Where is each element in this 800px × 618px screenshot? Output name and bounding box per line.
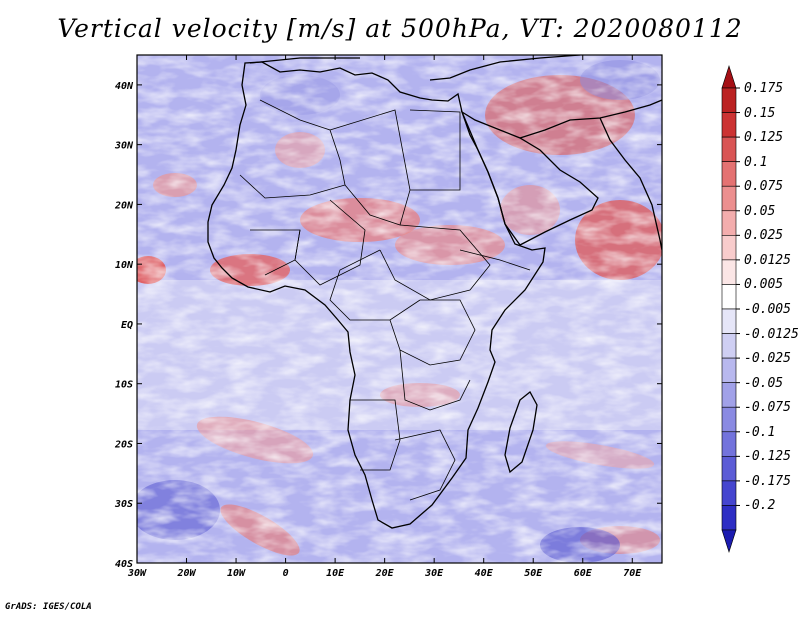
country-borders [239, 99, 531, 501]
colorbar-swatch [721, 112, 737, 138]
x-tick-label: 0 [283, 568, 289, 579]
colorbar-swatch [721, 431, 737, 457]
x-tick-label: 20W [176, 568, 196, 579]
x-tick-label: 50E [524, 568, 543, 579]
x-tick-label: 10W [227, 568, 246, 579]
velocity-field [137, 55, 662, 563]
y-tick-label: 40N [115, 81, 134, 92]
colorbar-label: 0.15 [744, 105, 776, 121]
x-tick-label: 40E [475, 568, 494, 579]
colorbar-swatch [721, 235, 737, 261]
colorbar-swatch [721, 284, 737, 310]
colorbar-swatch [721, 333, 737, 359]
y-tick-label: EQ [121, 320, 133, 331]
colorbar-arrow-top [721, 65, 737, 89]
colorbar-swatch [721, 357, 737, 383]
colorbar-label: 0.075 [744, 179, 784, 195]
colorbar-label: -0.1 [744, 424, 776, 440]
coastlines [207, 55, 662, 529]
colorbar-label: -0.025 [744, 351, 791, 367]
x-tick-label: 70E [623, 568, 642, 579]
colorbar-label: 0.025 [744, 228, 784, 244]
colorbar-label: 0.005 [744, 277, 784, 293]
colorbar-swatch [721, 259, 737, 285]
colorbar-label: -0.125 [744, 449, 791, 465]
colorbar-swatch [721, 308, 737, 334]
x-axis: 30W 20W 10W 0 10E 20E 30E 40E 50E 60E 70E [127, 55, 642, 579]
colorbar [721, 65, 740, 553]
x-tick-label: 30E [424, 568, 444, 579]
colorbar-label: 0.0125 [744, 252, 791, 268]
colorbar-label: -0.075 [744, 400, 791, 416]
chart-title: Vertical velocity [m/s] at 500hPa, VT: 2… [57, 14, 743, 43]
x-tick-label: 30W [127, 568, 147, 579]
colorbar-label: -0.005 [744, 302, 791, 317]
x-tick-label: 10E [326, 568, 345, 579]
colorbar-label: -0.0125 [744, 326, 799, 342]
credit-text: GrADS: IGES/COLA [5, 602, 92, 612]
y-tick-label: 30N [114, 141, 134, 152]
colorbar-label: -0.175 [744, 473, 791, 489]
y-tick-label: 30S [114, 499, 133, 510]
colorbar-label: 0.05 [744, 203, 776, 219]
colorbar-swatch [721, 185, 737, 212]
y-axis: 40N 30N 20N 10N EQ 10S 20S 30S 40S [114, 81, 662, 570]
colorbar-swatch [721, 505, 737, 531]
plot-frame [136, 54, 663, 564]
x-tick-label: 60E [574, 568, 593, 579]
colorbar-label: -0.2 [744, 498, 776, 514]
colorbar-swatch [721, 480, 737, 506]
colorbar-swatch [721, 161, 737, 187]
colorbar-label: -0.05 [744, 375, 784, 391]
colorbar-swatch [721, 382, 737, 408]
colorbar-swatch [721, 210, 737, 236]
colorbar-swatch [721, 406, 737, 433]
colorbar-label: 0.1 [744, 154, 768, 170]
y-tick-label: 10N [115, 260, 134, 271]
colorbar-label: 0.125 [744, 130, 784, 146]
colorbar-label: 0.175 [744, 81, 784, 96]
x-tick-label: 20E [375, 568, 395, 579]
y-tick-label: 40S [115, 559, 133, 570]
y-tick-label: 10S [115, 380, 133, 391]
y-tick-label: 20S [114, 439, 133, 450]
colorbar-swatch [721, 87, 737, 113]
colorbar-swatch [721, 136, 737, 162]
colorbar-arrow-bottom [721, 529, 737, 553]
colorbar-swatch [721, 456, 737, 482]
y-tick-label: 20N [114, 200, 134, 211]
